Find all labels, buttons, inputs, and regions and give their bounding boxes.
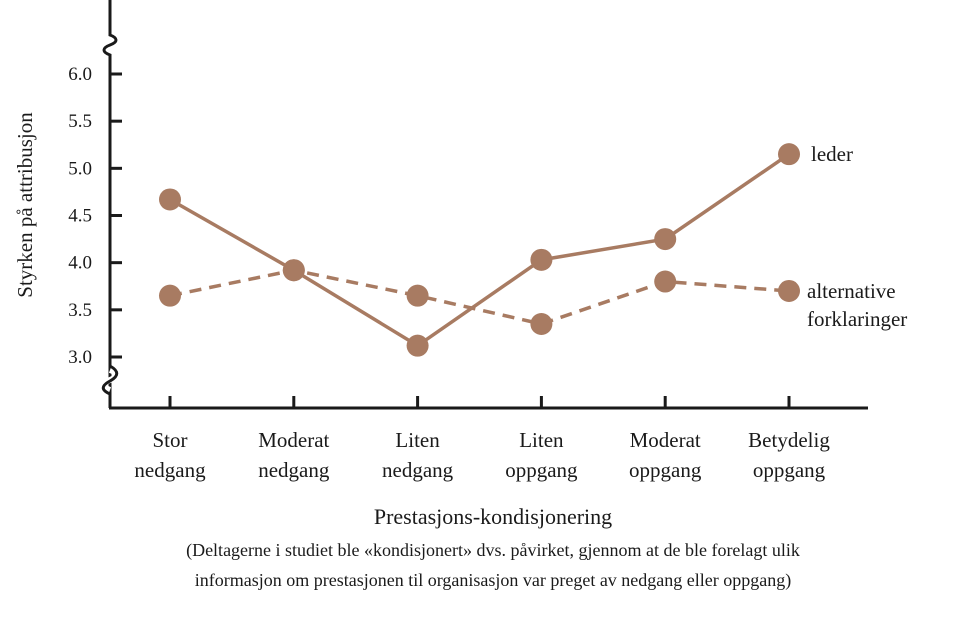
- y-axis-ticks: 3.0 3.5 4.0 4.5 5.0 5.5 6.0: [68, 64, 122, 368]
- y-axis-title: Styrken på attribusjon: [13, 112, 37, 298]
- series-label-0: leder: [811, 142, 853, 166]
- series-lines: [169, 152, 790, 348]
- x-category-label: nedgang: [134, 458, 206, 482]
- series-1-point: [159, 284, 181, 307]
- x-category-label: oppgang: [505, 458, 578, 482]
- series-label-1: forklaringer: [807, 307, 907, 331]
- x-category-label: Betydelig: [748, 428, 830, 452]
- y-tick-label: 5.5: [68, 111, 92, 132]
- y-tick-label: 5.0: [68, 158, 92, 179]
- caption-line: (Deltagerne i studiet ble «kondisjonert»…: [186, 540, 800, 561]
- series-0-point: [159, 188, 181, 211]
- x-category-label: Stor: [152, 428, 187, 452]
- y-tick-label: 4.0: [68, 253, 92, 274]
- x-category-label: nedgang: [258, 458, 330, 482]
- x-category-label: Liten: [519, 428, 564, 452]
- x-category-label: oppgang: [629, 458, 702, 482]
- series-0-point: [778, 143, 800, 166]
- x-axis-categories: Stor nedgang Moderat nedgang Liten nedgang Lit…: [134, 396, 830, 482]
- x-axis-title: Prestasjons-kondisjonering: [374, 504, 612, 529]
- x-category-label: nedgang: [382, 458, 454, 482]
- y-axis-line: [102, 0, 118, 408]
- series-1-point: [778, 279, 800, 302]
- x-category-label: Liten: [395, 428, 440, 452]
- x-category-label: Moderat: [630, 428, 701, 452]
- caption: (Deltagerne i studiet ble «kondisjonert»…: [186, 540, 800, 591]
- series-1-point: [654, 270, 677, 293]
- series-0-point: [530, 248, 553, 271]
- y-axis-break-mark: [101, 364, 119, 396]
- y-tick-label: 3.0: [68, 347, 92, 368]
- series-1-point: [530, 312, 553, 335]
- series-labels: leder alternative forklaringer: [807, 142, 907, 331]
- y-tick-label: 6.0: [68, 64, 92, 85]
- series-1-point: [282, 259, 305, 282]
- caption-line: informasjon om prestasjonen til organisa…: [195, 570, 792, 591]
- series-0-point: [406, 334, 429, 357]
- series-points: [159, 143, 800, 357]
- y-tick-label: 4.5: [68, 206, 92, 227]
- series-0-point: [654, 228, 677, 251]
- series-1-point: [406, 284, 429, 307]
- series-label-1: alternative: [807, 279, 896, 303]
- series-line-0: [169, 152, 790, 348]
- series-line-1: [169, 268, 790, 326]
- axes: [101, 0, 868, 410]
- y-tick-label: 3.5: [68, 300, 92, 321]
- x-category-label: Moderat: [258, 428, 329, 452]
- x-category-label: oppgang: [753, 458, 826, 482]
